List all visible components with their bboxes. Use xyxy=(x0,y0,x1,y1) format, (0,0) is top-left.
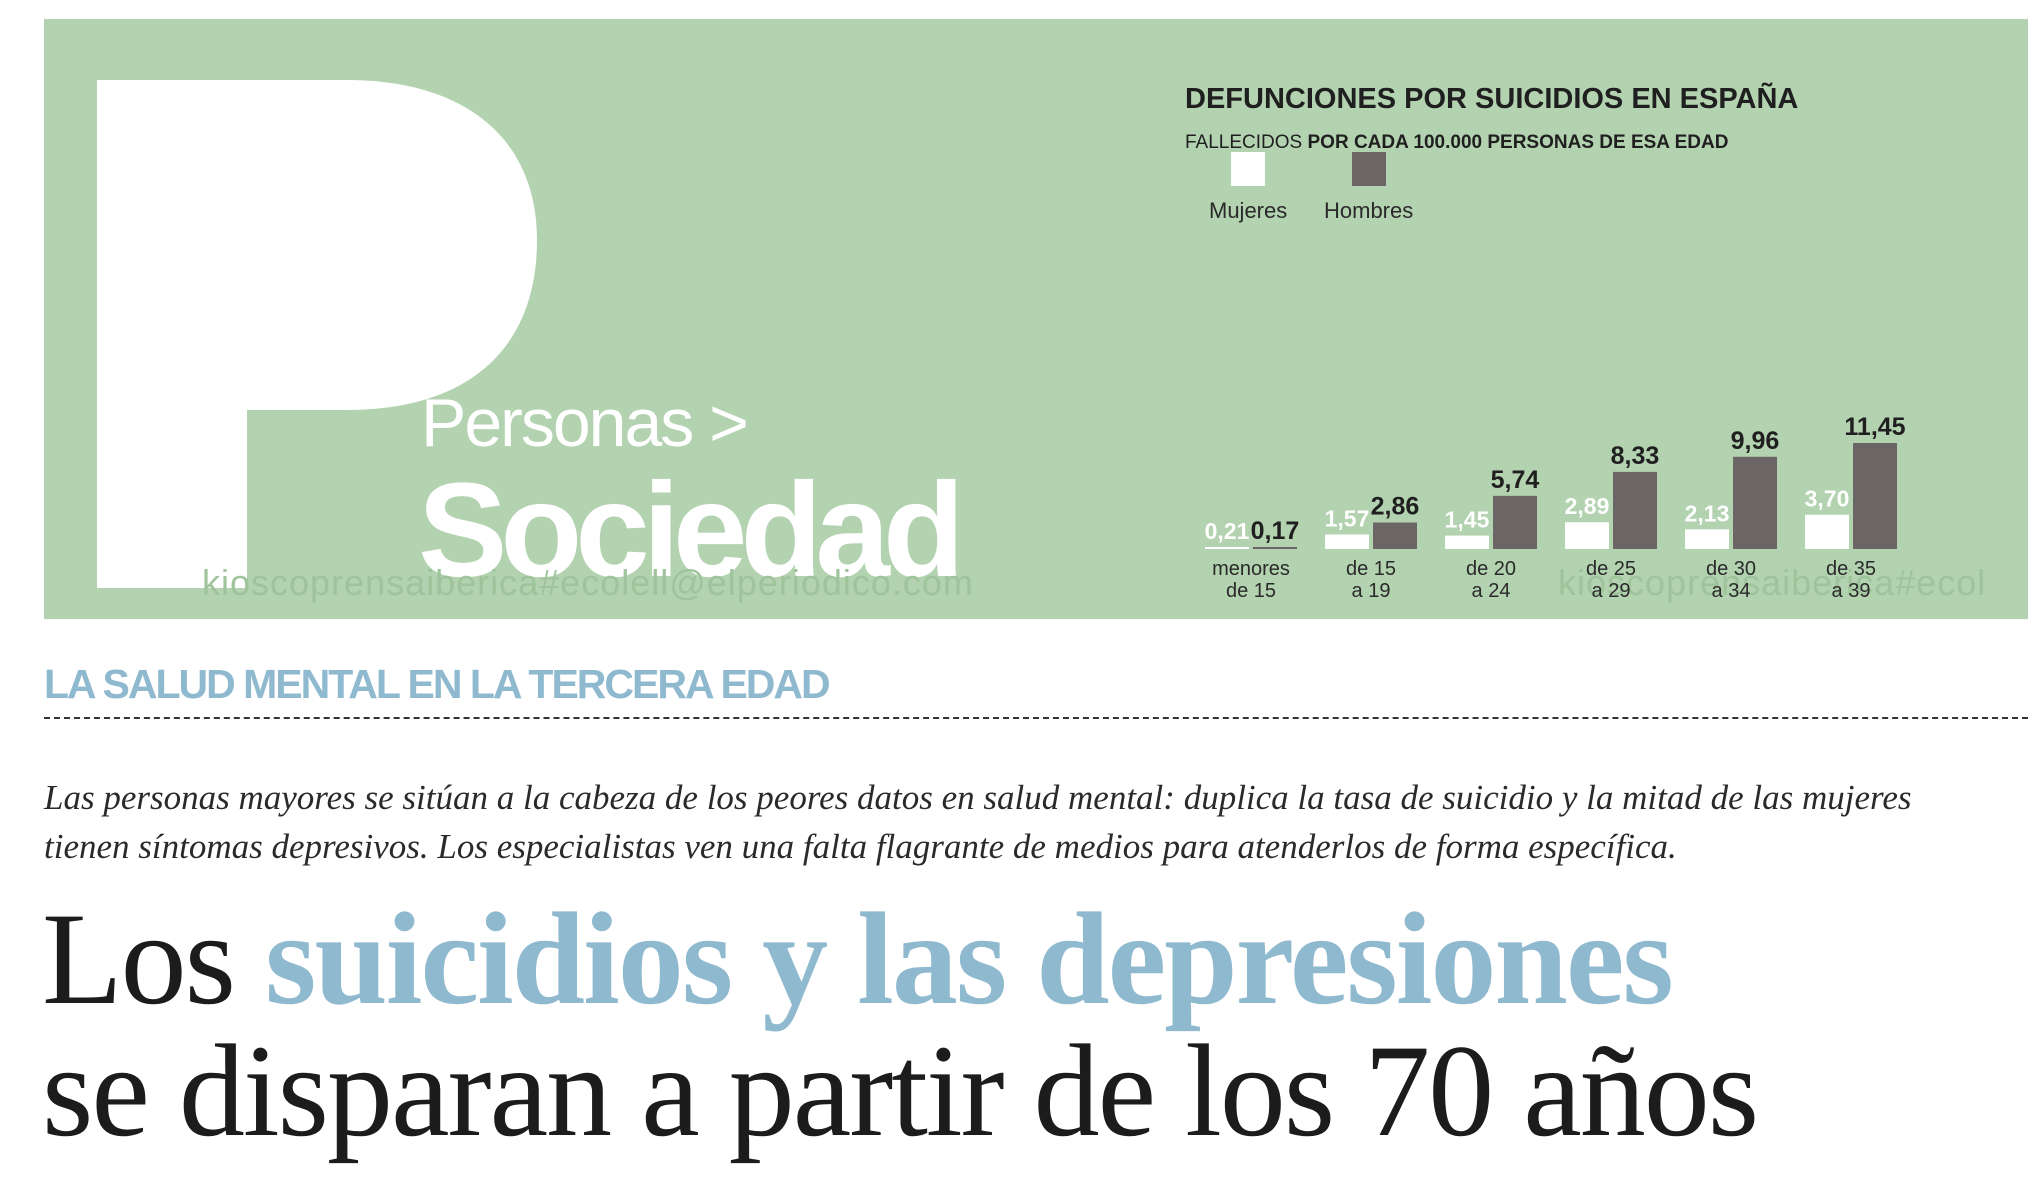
headline: Los suicidios y las depresiones se dispa… xyxy=(42,893,2032,1157)
chart-subtitle: FALLECIDOS POR CADA 100.000 PERSONAS DE … xyxy=(1185,132,1728,154)
bar-mujeres-3 xyxy=(1565,522,1609,549)
bar-mujeres-4 xyxy=(1685,529,1729,549)
section-name: Sociedad xyxy=(418,456,965,605)
category-label-line2-0: de 15 xyxy=(1226,580,1276,602)
legend-label-hombres: Hombres xyxy=(1324,198,1414,223)
chart-subtitle-bold: POR CADA 100.000 PERSONAS DE ESA EDAD xyxy=(1307,132,1729,153)
data-label-hombres-1: 2,86 xyxy=(1371,493,1420,521)
big-p-logo xyxy=(97,80,537,588)
category-label-line1-2: de 20 xyxy=(1466,558,1516,580)
category-label-line1-5: de 35 xyxy=(1826,558,1876,580)
watermark: kioscoprensaiberica#ecolell@elperiodico.… xyxy=(202,562,974,603)
category-label-line1-1: de 15 xyxy=(1346,558,1396,580)
bar-mujeres-2 xyxy=(1445,535,1489,549)
data-label-mujeres-0: 0,21 xyxy=(1205,518,1250,544)
bar-hombres-1 xyxy=(1373,522,1417,549)
category-label-line1-4: de 30 xyxy=(1706,558,1756,580)
data-label-mujeres-3: 2,89 xyxy=(1565,493,1610,519)
headline-part2: se disparan a partir de los 70 años xyxy=(42,1017,1759,1164)
category-label-line2-2: a 24 xyxy=(1472,580,1511,602)
legend-item-hombres: Hombres xyxy=(1324,152,1413,224)
data-label-mujeres-2: 1,45 xyxy=(1445,507,1490,533)
legend-swatch-hombres xyxy=(1351,152,1386,186)
bar-mujeres-5 xyxy=(1805,514,1849,549)
data-label-mujeres-5: 3,70 xyxy=(1805,486,1850,512)
category-label-line2-1: a 19 xyxy=(1352,580,1391,602)
section-banner: Personas > Sociedad kioscoprensaiberica#… xyxy=(44,19,2028,619)
chart-subtitle-prefix: FALLECIDOS xyxy=(1185,132,1303,153)
category-label-line2-4: a 34 xyxy=(1712,580,1751,602)
data-label-mujeres-1: 1,57 xyxy=(1325,505,1370,531)
legend-swatch-mujeres xyxy=(1231,152,1266,186)
headline-part1: Los xyxy=(42,885,265,1032)
category-label-line2-5: a 39 xyxy=(1832,580,1871,602)
category-label-line1-3: de 25 xyxy=(1586,558,1636,580)
section-kicker: Personas > xyxy=(421,385,749,461)
category-label-line2-3: a 29 xyxy=(1592,580,1631,602)
bar-hombres-3 xyxy=(1613,471,1657,549)
bar-hombres-0 xyxy=(1253,547,1297,549)
headline-accent: suicidios y las depresiones xyxy=(265,885,1674,1032)
bar-hombres-2 xyxy=(1493,495,1537,549)
bar-mujeres-1 xyxy=(1325,534,1369,549)
data-label-hombres-4: 9,96 xyxy=(1731,427,1780,455)
bar-hombres-4 xyxy=(1733,456,1777,549)
data-label-mujeres-4: 2,13 xyxy=(1685,500,1730,526)
legend-label-mujeres: Mujeres xyxy=(1209,198,1288,223)
data-label-hombres-2: 5,74 xyxy=(1491,466,1540,494)
legend-item-mujeres: Mujeres xyxy=(1209,152,1287,224)
data-label-hombres-3: 8,33 xyxy=(1611,442,1660,470)
data-label-hombres-0: 0,17 xyxy=(1251,517,1300,545)
chart-title: DEFUNCIONES POR SUICIDIOS EN ESPAÑA xyxy=(1185,83,1799,115)
dashed-divider xyxy=(44,717,2028,719)
bar-mujeres-0 xyxy=(1205,547,1249,549)
bar-hombres-5 xyxy=(1853,443,1897,549)
watermark-right: kioscoprensaiberica#ecol xyxy=(1558,562,1987,603)
data-label-hombres-5: 11,45 xyxy=(1844,413,1905,441)
category-label-line1-0: menores xyxy=(1212,558,1290,580)
standfirst: Las personas mayores se sitúan a la cabe… xyxy=(44,778,1912,866)
section-kicker-headline: LA SALUD MENTAL EN LA TERCERA EDAD xyxy=(44,661,831,707)
